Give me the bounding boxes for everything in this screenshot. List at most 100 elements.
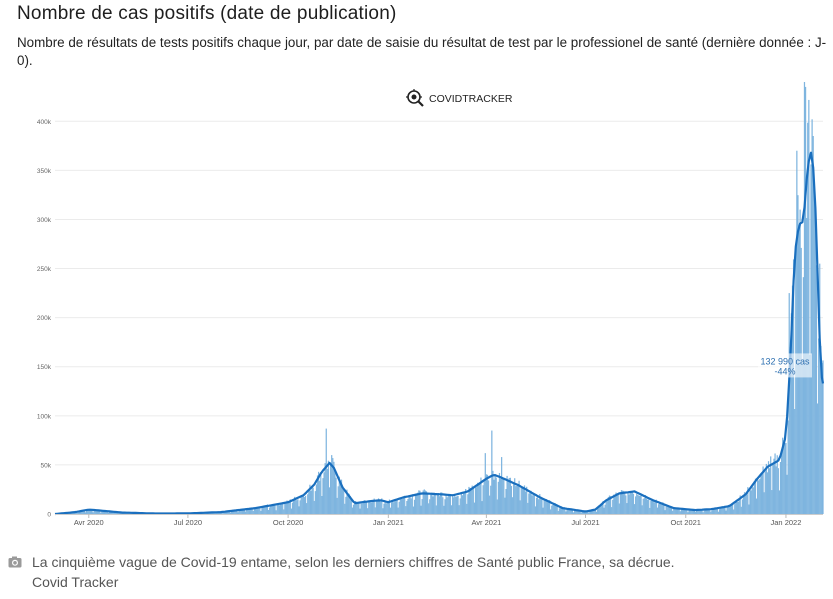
daily-bar	[814, 206, 816, 514]
daily-bar	[776, 455, 778, 514]
daily-bar	[485, 474, 488, 514]
daily-bar	[766, 472, 769, 514]
daily-bar	[233, 510, 235, 514]
daily-bar	[392, 500, 394, 514]
daily-bar	[772, 463, 774, 514]
daily-bar	[539, 494, 541, 514]
daily-bar	[320, 472, 322, 514]
daily-bar	[811, 119, 813, 515]
daily-bar	[267, 509, 270, 514]
daily-bar	[272, 505, 274, 514]
daily-bar	[600, 505, 602, 514]
daily-bar	[470, 489, 472, 514]
daily-bar	[254, 507, 257, 514]
daily-bar	[386, 502, 388, 514]
daily-bar	[422, 490, 424, 514]
daily-bar	[691, 508, 693, 514]
figure-caption: La cinquième vague de Covid-19 entame, s…	[8, 552, 828, 592]
daily-bar	[401, 498, 404, 514]
daily-bar	[511, 497, 514, 514]
daily-bar	[675, 508, 677, 514]
daily-bar	[231, 510, 234, 514]
daily-bar	[533, 494, 535, 514]
virus-magnifier-icon	[406, 89, 424, 107]
daily-bar	[574, 510, 576, 514]
daily-bar	[270, 504, 272, 514]
daily-bar	[618, 503, 620, 514]
daily-bars	[55, 82, 824, 515]
daily-bar	[382, 508, 384, 514]
daily-bar	[704, 508, 706, 514]
daily-bar	[80, 511, 82, 514]
daily-bar	[306, 503, 308, 514]
daily-bar	[702, 512, 704, 514]
daily-bar	[461, 495, 464, 514]
daily-bar	[703, 510, 705, 514]
daily-bar	[81, 510, 83, 514]
daily-bar	[689, 509, 691, 514]
daily-bar	[240, 509, 242, 514]
daily-bar	[729, 505, 732, 514]
daily-bar	[516, 485, 518, 514]
daily-bar	[601, 504, 603, 514]
daily-bar	[696, 510, 698, 514]
x-axis-ticks: Avr 2020 Jul 2020 Oct 2020 Jan 2021 Avr 2021…	[74, 514, 801, 527]
daily-bar	[543, 499, 545, 514]
daily-bar	[265, 506, 267, 514]
daily-bar	[758, 480, 760, 514]
daily-bar	[358, 503, 360, 514]
daily-bar	[503, 478, 505, 514]
daily-bar	[383, 503, 385, 514]
daily-bar	[385, 503, 387, 514]
y-tick-label: 0	[47, 512, 51, 519]
daily-bar	[474, 487, 477, 514]
daily-bar	[678, 507, 680, 514]
daily-bar	[296, 500, 298, 514]
daily-bar	[795, 252, 797, 515]
daily-bar	[510, 485, 513, 514]
daily-bar	[227, 510, 229, 514]
daily-bar	[106, 511, 108, 514]
daily-bar	[775, 466, 777, 514]
daily-bar	[536, 497, 539, 514]
daily-bar	[463, 493, 466, 514]
daily-bar	[810, 164, 812, 514]
daily-bar	[458, 505, 460, 514]
daily-bar	[566, 509, 568, 514]
daily-bar	[405, 506, 407, 514]
daily-bar	[627, 491, 629, 514]
daily-bar	[241, 509, 243, 514]
daily-bar	[255, 507, 258, 514]
daily-bar	[79, 510, 81, 514]
daily-bar	[650, 500, 652, 514]
daily-bar	[276, 504, 278, 514]
daily-bar	[355, 501, 357, 514]
daily-bar	[762, 466, 764, 514]
daily-bar	[576, 509, 578, 514]
daily-bar	[545, 498, 547, 514]
daily-bar	[495, 477, 497, 514]
daily-bar	[556, 506, 558, 514]
daily-bar	[431, 492, 433, 514]
daily-bar	[284, 503, 286, 514]
daily-bar	[541, 499, 543, 514]
daily-bar	[554, 503, 556, 514]
daily-bar	[498, 472, 501, 514]
daily-bar	[261, 507, 263, 514]
daily-bar	[246, 509, 248, 514]
daily-bar	[315, 484, 318, 514]
daily-bar	[247, 508, 249, 514]
daily-bar	[411, 494, 413, 514]
daily-bar	[345, 496, 347, 514]
daily-bar	[504, 497, 506, 514]
daily-bar	[515, 486, 517, 514]
daily-bar	[722, 507, 724, 514]
daily-bar	[453, 497, 455, 514]
daily-bar	[605, 500, 607, 514]
daily-bar	[388, 499, 391, 514]
daily-bar	[483, 480, 485, 514]
daily-bar	[770, 456, 772, 514]
daily-bar	[560, 506, 563, 514]
daily-bar	[632, 493, 635, 514]
daily-bar	[442, 497, 444, 514]
